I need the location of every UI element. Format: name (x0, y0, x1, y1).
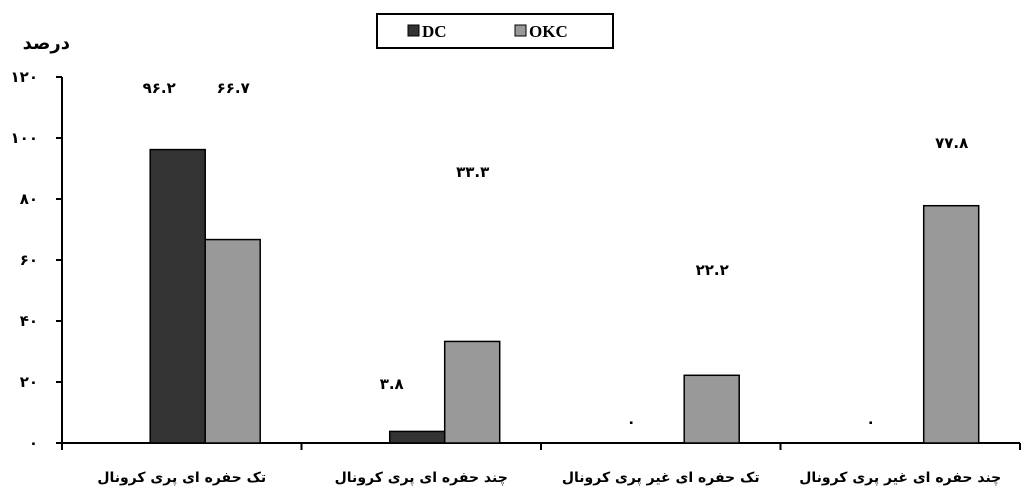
y-axis-label: درصد (23, 33, 70, 54)
legend-label-okc: OKC (529, 22, 568, 41)
legend-swatch-okc (514, 24, 527, 37)
bar-okc (922, 204, 980, 444)
y-tick-label: ۶۰ (20, 251, 38, 269)
y-tick-label: ۱۰۰ (11, 129, 38, 147)
x-category-label: چند حفره ای پری کرونال (335, 470, 508, 486)
bar-dc (388, 430, 446, 444)
data-label-dc: ۹۶.۲ (143, 79, 176, 97)
data-label-okc: ۳۳.۳ (456, 163, 489, 181)
data-label-okc: ۶۶.۷ (217, 79, 250, 97)
bar-okc (204, 238, 261, 444)
y-tick-label: ۴۰ (20, 312, 38, 330)
data-label-okc: ۷۷.۸ (935, 134, 968, 152)
x-category-label: تک حفره ای پری کرونال (97, 470, 266, 486)
y-tick-label: ۲۰ (20, 373, 38, 391)
y-axis: ۰ ۲۰ ۴۰ ۶۰ ۸۰ ۱۰۰ ۱۲۰ (11, 68, 63, 452)
y-tick-label: ۰ (29, 434, 38, 452)
bar-okc (683, 374, 740, 444)
x-category-label: چند حفره ای غیر پری کرونال (799, 470, 1001, 486)
bar-dc (149, 148, 206, 444)
data-label-dc: ۳.۸ (380, 375, 404, 393)
bars (149, 148, 980, 444)
legend-label-dc: DC (422, 22, 447, 41)
y-tick-label: ۱۲۰ (11, 68, 38, 86)
legend-swatch-dc (407, 24, 420, 37)
data-label-dc: ۰ (627, 413, 636, 431)
data-labels: ۹۶.۲ ۶۶.۷ ۳.۸ ۳۳.۳ ۰ ۲۲.۲ ۰ ۷۷.۸ (143, 79, 969, 431)
legend: DC OKC (376, 13, 614, 49)
data-label-dc: ۰ (866, 413, 875, 431)
y-tick-label: ۸۰ (20, 190, 38, 208)
x-category-label: تک حفره ای غیر پری کرونال (562, 470, 760, 486)
data-label-okc: ۲۲.۲ (696, 261, 729, 279)
bar-okc (443, 340, 501, 444)
x-axis: تک حفره ای پری کرونال چند حفره ای پری کرو… (61, 442, 1021, 486)
